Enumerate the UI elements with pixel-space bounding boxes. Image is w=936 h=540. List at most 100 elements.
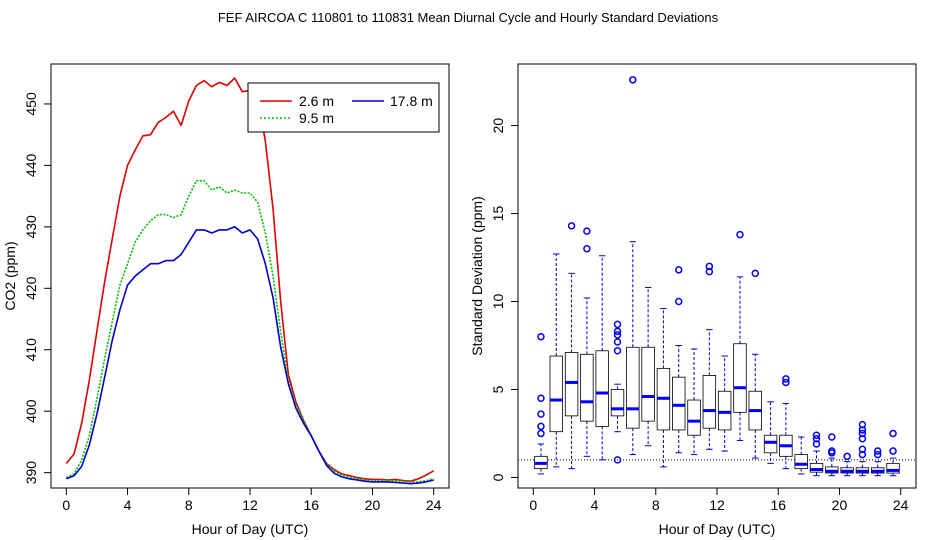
box-h6-5 — [626, 76, 640, 456]
line-y-tick-label-450: 450 — [23, 92, 39, 116]
iqr-box-h10-5 — [687, 399, 701, 436]
box-h4-5 — [595, 255, 609, 461]
outlier-h18-5-1 — [812, 434, 821, 443]
iqr-box-h1-5 — [549, 355, 563, 433]
outlier-h21-5-5 — [858, 420, 867, 429]
line-y-tick-label-410: 410 — [23, 338, 39, 362]
box-h18-5 — [809, 431, 824, 477]
box-y-tick-label-15: 15 — [490, 206, 506, 222]
iqr-box-h17-5 — [794, 454, 808, 470]
box-h21-5 — [855, 420, 870, 477]
box-x-tick-label-8: 8 — [652, 497, 660, 513]
box-h11-5 — [702, 262, 717, 450]
box-h17-5 — [794, 436, 808, 475]
outlier-h14-5-0 — [751, 269, 760, 278]
box-h1-5 — [549, 253, 563, 468]
box-x-axis-label: Hour of Day (UTC) — [659, 521, 776, 537]
box-h7-5 — [641, 286, 655, 447]
box-y-tick-label-0: 0 — [490, 473, 506, 481]
box-x-tick-label-0: 0 — [529, 497, 537, 513]
line-x-tick-label-16: 16 — [303, 497, 319, 513]
line-x-tick-label-0: 0 — [62, 497, 70, 513]
outlier-h0-5-4 — [537, 332, 545, 341]
line-y-axis: 390 400 410 420 430 440 450 — [23, 92, 51, 484]
box-y-tick-label-10: 10 — [490, 294, 506, 310]
box-x-tick-label-16: 16 — [770, 497, 786, 513]
series-line-17-8m — [66, 226, 434, 485]
outlier-h11-5-1 — [705, 262, 714, 271]
box-h15-5 — [763, 401, 778, 464]
line-y-tick-label-420: 420 — [23, 276, 39, 300]
box-x-tick-label-12: 12 — [709, 497, 725, 513]
iqr-box-h3-5 — [580, 353, 594, 422]
std-dev-box-chart: 0 4 8 12 16 20 24 0 5 10 15 20 Hour of Day (UTC) S… — [469, 63, 917, 537]
iqr-box-h5-5 — [610, 389, 625, 417]
line-legend: 2.6 m 9.5 m 17.8 m — [247, 82, 440, 133]
box-h10-5 — [687, 348, 701, 456]
line-y-tick-label-430: 430 — [23, 215, 39, 239]
co2-line-chart: 0 4 8 12 16 20 24 390 400 410 420 430 440 450 Hour o… — [2, 63, 450, 537]
outlier-h5-5-5 — [613, 320, 622, 329]
iqr-box-h12-5 — [717, 390, 732, 431]
line-y-tick-label-390: 390 — [23, 461, 39, 485]
line-y-tick-label-440: 440 — [23, 153, 39, 177]
figure-title: FEF AIRCOA C 110801 to 110831 Mean Diurn… — [218, 10, 719, 25]
iqr-box-h13-5 — [733, 343, 747, 413]
outlier-h19-5-1 — [828, 447, 836, 455]
outlier-h9-5-0 — [674, 297, 683, 306]
line-x-axis-label: Hour of Day (UTC) — [192, 521, 309, 537]
box-h5-5 — [610, 320, 625, 464]
iqr-box-h6-5 — [626, 346, 640, 429]
outlier-h5-5-2 — [613, 338, 622, 346]
line-x-tick-label-8: 8 — [185, 497, 193, 513]
box-h2-5 — [564, 222, 579, 470]
box-y-tick-label-20: 20 — [490, 118, 506, 134]
outlier-h9-5-1 — [674, 266, 683, 274]
box-h14-5 — [748, 269, 762, 459]
iqr-box-h7-5 — [641, 346, 655, 422]
box-h12-5 — [717, 355, 732, 452]
outlier-h21-5-1 — [858, 445, 867, 454]
outlier-h5-5-0 — [613, 456, 622, 464]
box-h0-5 — [534, 332, 548, 475]
outlier-h16-5-1 — [782, 375, 790, 383]
outlier-h0-5-3 — [537, 394, 545, 403]
legend-label-17-8m: 17.8 m — [390, 93, 433, 109]
series-line-9-5m — [65, 180, 434, 483]
outlier-h22-5-0 — [873, 450, 882, 459]
outlier-h6-5-0 — [629, 76, 637, 84]
line-x-tick-label-4: 4 — [124, 497, 132, 513]
box-x-tick-label-24: 24 — [893, 497, 909, 513]
box-h9-5 — [672, 266, 686, 454]
box-h20-5 — [840, 452, 854, 477]
iqr-box-h15-5 — [763, 434, 778, 454]
box-h8-5 — [656, 308, 671, 468]
box-h19-5 — [825, 433, 839, 477]
box-marks-group — [534, 76, 900, 477]
outlier-h23-5-1 — [889, 429, 897, 438]
box-h3-5 — [580, 227, 594, 457]
line-y-axis-label: CO2 (ppm) — [2, 241, 18, 310]
outlier-h0-5-0 — [537, 429, 545, 438]
iqr-box-h11-5 — [702, 375, 717, 429]
legend-label-2-6m: 2.6 m — [299, 93, 334, 109]
line-x-tick-label-20: 20 — [365, 497, 381, 513]
iqr-box-h2-5 — [564, 352, 579, 417]
outlier-h3-5-0 — [583, 244, 591, 253]
box-h13-5 — [733, 230, 747, 441]
outlier-h13-5-0 — [736, 230, 744, 239]
box-h22-5 — [871, 447, 885, 477]
box-h23-5 — [886, 429, 900, 477]
outlier-h18-5-2 — [812, 431, 821, 439]
box-y-axis: 0 5 10 15 20 — [490, 118, 518, 481]
line-y-tick-label-400: 400 — [23, 399, 39, 423]
outlier-h5-5-1 — [613, 347, 622, 355]
box-x-axis: 0 4 8 12 16 20 24 — [529, 488, 909, 513]
iqr-box-h18-5 — [809, 462, 824, 473]
line-x-tick-label-12: 12 — [242, 497, 258, 513]
outlier-h0-5-2 — [537, 410, 545, 418]
outlier-h21-5-3 — [858, 429, 867, 438]
outlier-h16-5-0 — [782, 378, 790, 387]
outlier-h20-5-0 — [843, 452, 851, 461]
